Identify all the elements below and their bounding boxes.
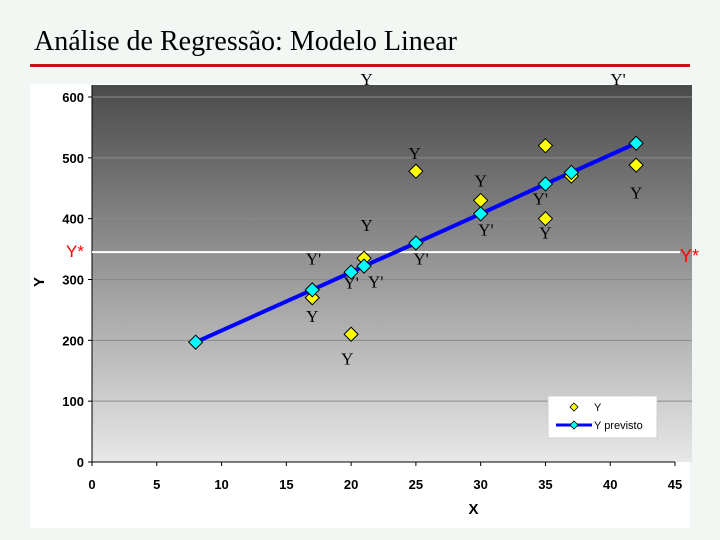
point-annotation: Y <box>475 171 487 190</box>
y-tick-label: 400 <box>62 212 84 227</box>
legend-marker <box>569 402 579 412</box>
x-tick-label: 0 <box>88 477 95 492</box>
x-tick-label: 25 <box>409 477 423 492</box>
x-axis-label: X <box>468 501 478 518</box>
legend-box <box>547 395 658 439</box>
title-underline <box>30 64 690 67</box>
point-annotation: Y' <box>368 272 383 291</box>
predicted-point <box>187 334 204 350</box>
point-annotation: Y <box>361 70 373 89</box>
observed-point <box>408 163 424 179</box>
y-tick-label: 200 <box>62 333 84 348</box>
predicted-point <box>537 176 554 192</box>
legend-marker <box>569 420 579 430</box>
y-tick-label: 600 <box>62 90 84 105</box>
y-tick-label: 300 <box>62 273 84 288</box>
y-tick-label: 500 <box>62 151 84 166</box>
observed-point <box>304 290 320 306</box>
legend-label: Y <box>594 402 602 414</box>
observed-point <box>537 210 554 227</box>
predicted-point <box>628 135 644 151</box>
y-axis-label: Y <box>31 277 48 287</box>
point-annotation: Y' <box>343 274 358 293</box>
reference-label-left: Y* <box>66 242 84 261</box>
x-tick-label: 5 <box>153 477 160 492</box>
x-tick-label: 30 <box>473 477 487 492</box>
point-annotation: Y' <box>413 249 428 268</box>
point-annotation: Y <box>630 184 642 203</box>
predicted-point <box>356 258 372 274</box>
predicted-point <box>408 235 424 251</box>
predicted-point <box>304 282 320 298</box>
point-annotation: Y <box>361 216 373 235</box>
point-annotation: Y <box>306 307 318 326</box>
observed-point <box>628 157 644 173</box>
predicted-point <box>343 264 359 280</box>
y-tick-label: 100 <box>62 394 84 409</box>
point-annotation: Y' <box>533 190 548 209</box>
slide-title: Análise de Regressão: Modelo Linear <box>34 26 457 57</box>
point-annotation: Y' <box>306 249 321 268</box>
point-annotation: Y <box>341 350 353 369</box>
x-tick-label: 45 <box>668 477 682 492</box>
legend-label: Y previsto <box>594 420 643 432</box>
point-annotation: Y <box>539 224 551 243</box>
x-tick-label: 20 <box>344 477 358 492</box>
x-tick-label: 10 <box>214 477 228 492</box>
x-tick-label: 35 <box>538 477 552 492</box>
observed-point <box>343 326 359 342</box>
y-tick-label: 0 <box>77 455 84 470</box>
observed-point <box>537 137 554 154</box>
point-annotation: Y' <box>610 70 625 89</box>
point-annotation: Y <box>408 144 420 163</box>
x-tick-label: 40 <box>603 477 617 492</box>
point-annotation: Y' <box>478 221 493 240</box>
predicted-point <box>563 164 580 181</box>
reference-label-right: Y* <box>680 246 699 266</box>
x-tick-label: 15 <box>279 477 293 492</box>
predicted-point <box>472 206 489 222</box>
